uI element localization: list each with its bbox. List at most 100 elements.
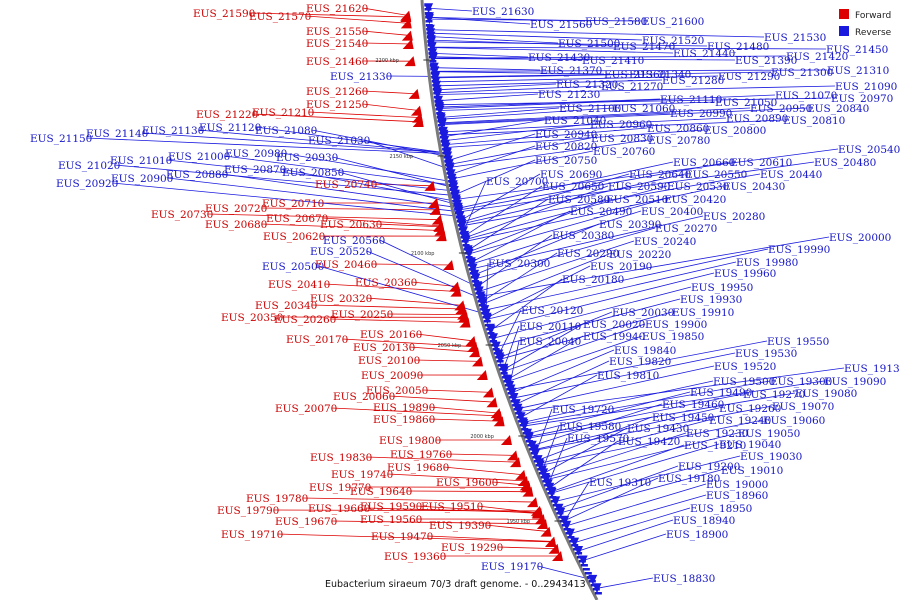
reverse-gene-label: EUS_21270 (601, 81, 663, 93)
reverse-gene-label: EUS_18960 (706, 490, 768, 502)
reverse-gene-block (428, 52, 436, 55)
reverse-leader-line (511, 349, 615, 394)
reverse-gene-block (426, 32, 434, 35)
forward-gene-label: EUS_20170 (286, 334, 348, 346)
reverse-gene-block (427, 40, 435, 43)
reverse-gene-block (453, 204, 461, 207)
reverse-leader-line (444, 123, 591, 141)
reverse-gene-block (426, 36, 434, 39)
reverse-gene-block (554, 508, 562, 511)
reverse-gene-label: EUS_21230 (538, 89, 600, 101)
reverse-leader-line (443, 119, 784, 136)
forward-leader-line (273, 509, 540, 512)
reverse-gene-block (503, 380, 511, 383)
reverse-leader-line (439, 97, 832, 106)
reverse-leader-line (435, 73, 630, 78)
reverse-gene-block (442, 152, 450, 155)
forward-gene-label: EUS_20620 (263, 231, 325, 243)
reverse-gene-block (584, 572, 592, 575)
reverse-leader-line (558, 465, 679, 510)
reverse-gene-block (474, 288, 482, 291)
forward-leader-line (362, 42, 412, 45)
reverse-leader-line (433, 58, 736, 61)
reverse-gene-label: EUS_20940 (535, 129, 597, 141)
forward-gene-label: EUS_19600 (436, 477, 498, 489)
reverse-gene-block (462, 244, 470, 247)
reverse-gene-label: EUS_19130 (844, 363, 900, 375)
reverse-leader-line (546, 432, 739, 481)
reverse-leader-line (574, 507, 691, 543)
reverse-gene-label: EUS_20750 (535, 155, 597, 167)
forward-gene-label: EUS_20250 (331, 309, 393, 321)
reverse-leader-line (504, 323, 646, 372)
forward-gene-marker (457, 312, 469, 323)
forward-leader-line (362, 7, 410, 17)
forward-gene-label: EUS_19740 (331, 469, 393, 481)
reverse-gene-label: EUS_19010 (721, 465, 783, 477)
reverse-gene-block (486, 328, 494, 331)
forward-gene-label: EUS_19760 (390, 449, 452, 461)
reverse-gene-block (549, 496, 557, 499)
ruler-ticks-layer: 2200 kbp 2150 kbp 2100 kbp 2050 kbp 2000 kbp… (375, 58, 563, 525)
reverse-leader-line (560, 469, 722, 514)
forward-leader-line (322, 217, 443, 227)
reverse-gene-label: EUS_19980 (736, 257, 798, 269)
reverse-gene-label: EUS_20850 (282, 167, 344, 179)
reverse-leader-line (545, 432, 687, 479)
reverse-gene-block (576, 556, 584, 559)
forward-gene-marker (450, 286, 462, 297)
reverse-leader-line (518, 367, 845, 412)
forward-gene-marker (509, 457, 521, 468)
reverse-leader-line (433, 55, 787, 59)
reverse-gene-block (448, 180, 456, 183)
reverse-gene-block (476, 296, 484, 299)
reverse-gene-label: EUS_21450 (826, 44, 888, 56)
reverse-gene-block (522, 432, 530, 435)
forward-gene-marker (515, 469, 527, 480)
forward-gene-label: EUS_21540 (306, 38, 368, 50)
reverse-gene-label: EUS_21390 (735, 55, 797, 67)
forward-gene-marker (465, 336, 477, 347)
forward-gene-label: EUS_19800 (379, 435, 441, 447)
forward-gene-label: EUS_19390 (429, 520, 491, 532)
reverse-leader-line (441, 107, 614, 120)
reverse-leader-line (471, 210, 642, 265)
reverse-leader-line (517, 365, 715, 410)
reverse-gene-block (444, 160, 452, 163)
reverse-gene-block (497, 364, 505, 367)
forward-gene-label: EUS_19640 (350, 486, 412, 498)
reverse-gene-label: EUS_19930 (680, 294, 742, 306)
reverse-gene-label: EUS_21080 (255, 125, 317, 137)
reverse-leader-line (436, 83, 557, 91)
reverse-gene-label: EUS_20290 (557, 248, 619, 260)
forward-gene-label: EUS_19790 (217, 505, 279, 517)
forward-leader-line (362, 103, 421, 112)
reverse-leader-line (464, 185, 609, 239)
reverse-gene-block (542, 480, 550, 483)
reverse-leader-line (549, 440, 619, 489)
forward-gene-marker (540, 526, 552, 537)
forward-gene-marker (482, 387, 494, 398)
ruler-tick-label: 2150 kbp (390, 154, 414, 160)
reverse-gene-block (487, 332, 495, 335)
forward-gene-label: EUS_19590 (360, 501, 422, 513)
reverse-leader-line (464, 185, 543, 237)
reverse-leader-line (510, 340, 768, 390)
reverse-gene-label: EUS_19310 (589, 477, 651, 489)
forward-gene-marker (551, 551, 563, 562)
forward-gene-label: EUS_19680 (387, 462, 449, 474)
forward-gene-label: EUS_21260 (306, 86, 368, 98)
reverse-gene-block (521, 428, 529, 431)
reverse-gene-block (475, 292, 483, 295)
reverse-gene-label: EUS_20300 (488, 258, 550, 270)
forward-leader-line (362, 90, 418, 95)
reverse-gene-block (424, 12, 432, 15)
reverse-leader-line (280, 168, 457, 202)
forward-gene-marker (468, 347, 480, 358)
reverse-gene-label: EUS_21070 (775, 90, 837, 102)
reverse-gene-block (461, 240, 469, 243)
reverse-gene-block (578, 560, 586, 563)
reverse-gene-label: EUS_20880 (166, 169, 228, 181)
reverse-gene-block (443, 156, 451, 159)
reverse-gene-label: EUS_20650 (542, 181, 604, 193)
